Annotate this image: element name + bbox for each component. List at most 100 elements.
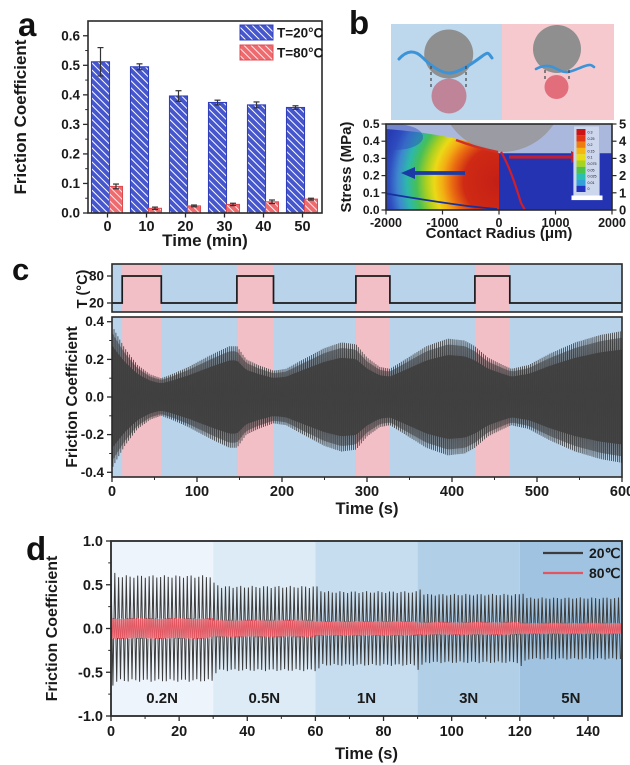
svg-text:Friction Coefficient: Friction Coefficient [11, 39, 30, 194]
svg-text:3N: 3N [459, 690, 478, 707]
panel-d-friction-vs-load: 0.2N 0.5N 1N 3N 5N 1.0 0.5 0.0 -0.5 -1.00 20 40 60 8… [44, 534, 623, 763]
svg-text:20: 20 [89, 296, 104, 311]
svg-text:0.1: 0.1 [363, 186, 380, 200]
panel-d-label: d [26, 530, 47, 567]
svg-text:40: 40 [239, 724, 255, 740]
svg-text:0.15: 0.15 [588, 149, 595, 153]
svg-text:0.5: 0.5 [83, 578, 103, 594]
svg-text:0.0: 0.0 [363, 203, 380, 217]
svg-text:0.5: 0.5 [363, 117, 380, 131]
svg-text:2: 2 [619, 168, 626, 183]
panel-a-bars [90, 46, 318, 214]
svg-text:100: 100 [185, 484, 209, 500]
svg-text:T=80°C: T=80°C [277, 46, 324, 61]
svg-text:0.025: 0.025 [588, 175, 597, 179]
svg-text:0.2: 0.2 [588, 143, 593, 147]
svg-text:60: 60 [307, 724, 323, 740]
temperature-square-wave [112, 275, 622, 304]
svg-text:0.3: 0.3 [588, 131, 593, 135]
svg-text:0: 0 [496, 216, 503, 230]
svg-text:Friction Coefficient: Friction Coefficient [44, 555, 61, 701]
svg-text:Contact Radius (μm): Contact Radius (μm) [426, 225, 573, 242]
large-contact-area-icon [431, 78, 467, 114]
svg-text:80: 80 [375, 724, 391, 740]
svg-text:2000: 2000 [598, 216, 626, 230]
cold-ball-icon [424, 29, 474, 79]
panel-a-bar-chart: 0.0 0.1 0.2 0.3 0.4 0.5 0.6 0 10 20 30 40 50 Time (mi… [11, 20, 324, 250]
panel-c-friction-trace [111, 325, 622, 467]
svg-text:0.25: 0.25 [588, 137, 595, 141]
svg-text:10: 10 [138, 219, 154, 235]
svg-text:-0.5: -0.5 [78, 665, 103, 681]
svg-text:0.05: 0.05 [588, 168, 595, 172]
svg-text:80℃: 80℃ [589, 565, 621, 581]
panel-b-label: b [349, 4, 370, 41]
trace-80c [110, 617, 622, 640]
svg-text:80: 80 [89, 269, 104, 284]
svg-text:Time (s): Time (s) [336, 500, 399, 518]
svg-text:0: 0 [619, 203, 626, 218]
svg-text:0.4: 0.4 [85, 314, 104, 329]
water-line-hot-icon [534, 63, 596, 74]
svg-text:50: 50 [294, 219, 310, 235]
svg-text:0.0: 0.0 [85, 390, 104, 405]
svg-text:4: 4 [619, 134, 627, 149]
svg-text:3: 3 [619, 151, 626, 166]
svg-text:20℃: 20℃ [589, 545, 621, 561]
svg-text:1000: 1000 [542, 216, 570, 230]
svg-text:0.5: 0.5 [61, 58, 80, 73]
panel-b-schematic [391, 24, 614, 120]
svg-text:0: 0 [103, 219, 111, 235]
panel-a-label: a [18, 6, 37, 43]
svg-text:200: 200 [270, 484, 294, 500]
svg-text:0.4: 0.4 [61, 87, 80, 102]
small-contact-area-icon [544, 75, 569, 99]
svg-text:30: 30 [216, 219, 232, 235]
svg-text:0.2: 0.2 [85, 352, 104, 367]
svg-text:120: 120 [508, 724, 532, 740]
panel-b-axes: 0.0 0.1 0.2 0.3 0.4 0.5 0 1 2 3 4 5 -2000 -1000 0 1000 2… [338, 117, 627, 243]
svg-text:-0.2: -0.2 [81, 427, 104, 442]
svg-text:140: 140 [576, 724, 600, 740]
panel-c-friction-vs-time: 80 20T (°C) 0.4 0.2 0.0 -0.2 -0.40 100 200 300 400… [64, 263, 630, 518]
panel-a-axes: 0.0 0.1 0.2 0.3 0.4 0.5 0.6 0 10 20 30 40 50 Time (mi… [11, 28, 311, 250]
svg-text:T (°C): T (°C) [75, 269, 91, 308]
svg-text:0.2: 0.2 [61, 146, 80, 161]
svg-text:0.5N: 0.5N [248, 690, 280, 707]
svg-text:0.3: 0.3 [61, 117, 80, 132]
svg-text:Friction Coefficient: Friction Coefficient [64, 326, 81, 467]
svg-text:0.0: 0.0 [61, 206, 80, 221]
svg-text:0.2N: 0.2N [146, 690, 178, 707]
scale-bar-icon [571, 195, 603, 201]
hot-ball-icon [533, 25, 581, 73]
svg-text:0.3: 0.3 [363, 151, 380, 165]
svg-text:300: 300 [355, 484, 379, 500]
svg-text:-1.0: -1.0 [78, 709, 103, 725]
svg-text:-0.4: -0.4 [81, 465, 105, 480]
panel-a-legend: T=20°C T=80°C [239, 24, 324, 61]
panel-d-legend: 20℃ 80℃ [543, 545, 621, 581]
svg-text:1N: 1N [357, 690, 376, 707]
svg-text:5: 5 [619, 117, 626, 132]
svg-text:20: 20 [177, 219, 193, 235]
svg-text:40: 40 [255, 219, 271, 235]
svg-text:0.01: 0.01 [588, 181, 595, 185]
svg-text:Stress (MPa): Stress (MPa) [338, 122, 355, 213]
svg-text:0: 0 [588, 187, 590, 191]
svg-text:0.075: 0.075 [588, 162, 597, 166]
svg-text:T=20°C: T=20°C [277, 26, 324, 41]
svg-text:0.1: 0.1 [61, 176, 80, 191]
svg-text:100: 100 [440, 724, 464, 740]
svg-text:500: 500 [525, 484, 549, 500]
panel-c-label: c [12, 252, 30, 287]
svg-text:0.1: 0.1 [588, 156, 593, 160]
svg-text:-1000: -1000 [427, 216, 459, 230]
svg-text:1.0: 1.0 [83, 534, 103, 550]
water-line-cold-icon [397, 50, 494, 75]
svg-text:400: 400 [440, 484, 464, 500]
svg-text:Time (s): Time (s) [335, 745, 398, 763]
svg-text:0.4: 0.4 [363, 134, 380, 148]
indenter-ball-icon [450, 124, 554, 152]
